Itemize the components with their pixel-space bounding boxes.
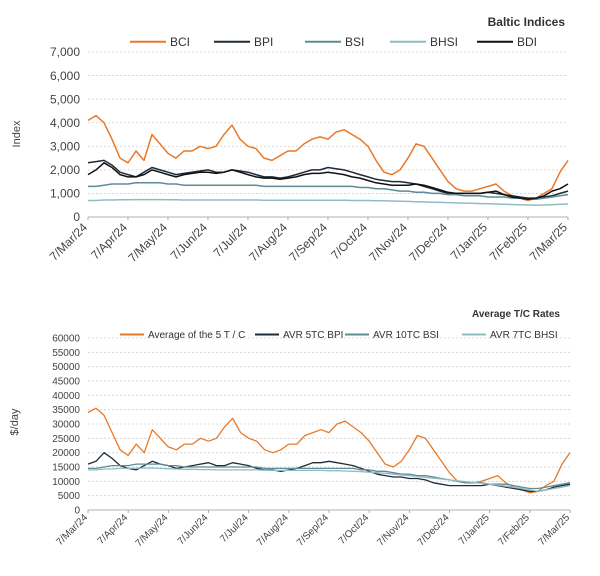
x-tick-label: 7/Mar/25 [527,220,571,264]
x-tick-label: 7/Jan/25 [448,220,491,263]
y-tick-label: 10000 [52,477,80,488]
x-tick-label: 7/Nov/24 [375,512,411,548]
y-axis-label: $/day [9,408,21,435]
x-tick-label: 7/Dec/24 [406,220,450,264]
x-tick-label: 7/Feb/25 [487,220,531,264]
y-tick-label: 0 [74,506,80,517]
x-tick-label: 7/Dec/24 [416,512,452,548]
y-tick-label: 25000 [52,434,80,445]
x-tick-label: 7/Oct/24 [328,220,370,262]
y-tick-label: 5,000 [50,92,80,106]
y-tick-label: 0 [73,210,80,224]
series-line-bhsi [88,198,569,206]
series-line-average-of-the-5-t-c [87,407,571,494]
series-line-bsi [88,182,569,201]
x-tick-label: 7/Sep/24 [286,220,330,264]
legend-label: AVR 7TC BHSI [490,330,558,341]
x-tick-label: 7/Feb/25 [496,512,532,548]
x-tick-label: 7/Apr/24 [88,220,130,262]
x-tick-label: 7/Mar/24 [54,512,90,548]
legend-label: Average of the 5 T / C [148,330,245,341]
x-tick-label: 7/May/24 [134,512,171,549]
y-tick-label: 4,000 [50,116,80,130]
x-tick-label: 7/Mar/25 [536,512,572,548]
chart-title: Average T/C Rates [472,309,560,320]
legend-label: AVR 10TC BSI [373,330,439,341]
x-tick-label: 7/Jun/24 [168,220,211,263]
x-tick-label: 7/Sep/24 [295,512,331,548]
y-axis-label: Index [11,120,23,147]
x-tick-label: 7/Aug/24 [246,220,290,264]
x-tick-label: 7/May/24 [125,220,170,265]
y-tick-label: 45000 [52,377,80,388]
x-tick-label: 7/Nov/24 [366,220,410,264]
y-tick-label: 35000 [52,405,80,416]
y-tick-label: 40000 [52,391,80,402]
x-tick-label: 7/Mar/24 [47,220,91,264]
series-line-bci [87,114,569,202]
x-tick-label: 7/Jun/24 [176,512,211,547]
series-line-bdi [87,162,569,201]
x-tick-label: 7/Jan/25 [457,512,492,547]
legend-label: BDI [517,35,537,49]
y-tick-label: 20000 [52,448,80,459]
series-line-bpi [87,159,569,199]
y-tick-label: 5000 [58,491,81,502]
legend-label: AVR 5TC BPI [283,330,343,341]
y-tick-label: 6,000 [50,69,80,83]
y-tick-label: 60000 [52,334,80,345]
y-tick-label: 7,000 [50,45,80,59]
y-tick-label: 1,000 [50,187,80,201]
legend-label: BSI [345,35,364,49]
x-tick-label: 7/Jul/24 [218,512,251,545]
legend-label: BPI [254,35,273,49]
x-tick-label: 7/Aug/24 [255,512,291,548]
chart-title: Baltic Indices [488,15,566,29]
legend-label: BHSI [430,35,458,49]
y-tick-label: 15000 [52,463,80,474]
y-tick-label: 50000 [52,362,80,373]
x-tick-label: 7/Oct/24 [337,512,372,547]
y-tick-label: 2,000 [50,163,80,177]
y-tick-label: 30000 [52,420,80,431]
legend-label: BCI [170,35,190,49]
x-tick-label: 7/Apr/24 [96,512,131,547]
y-tick-label: 55000 [52,348,80,359]
x-tick-label: 7/Jul/24 [211,220,251,260]
series-line-avr-7tc-bhsi [88,467,571,493]
y-tick-label: 3,000 [50,139,80,153]
